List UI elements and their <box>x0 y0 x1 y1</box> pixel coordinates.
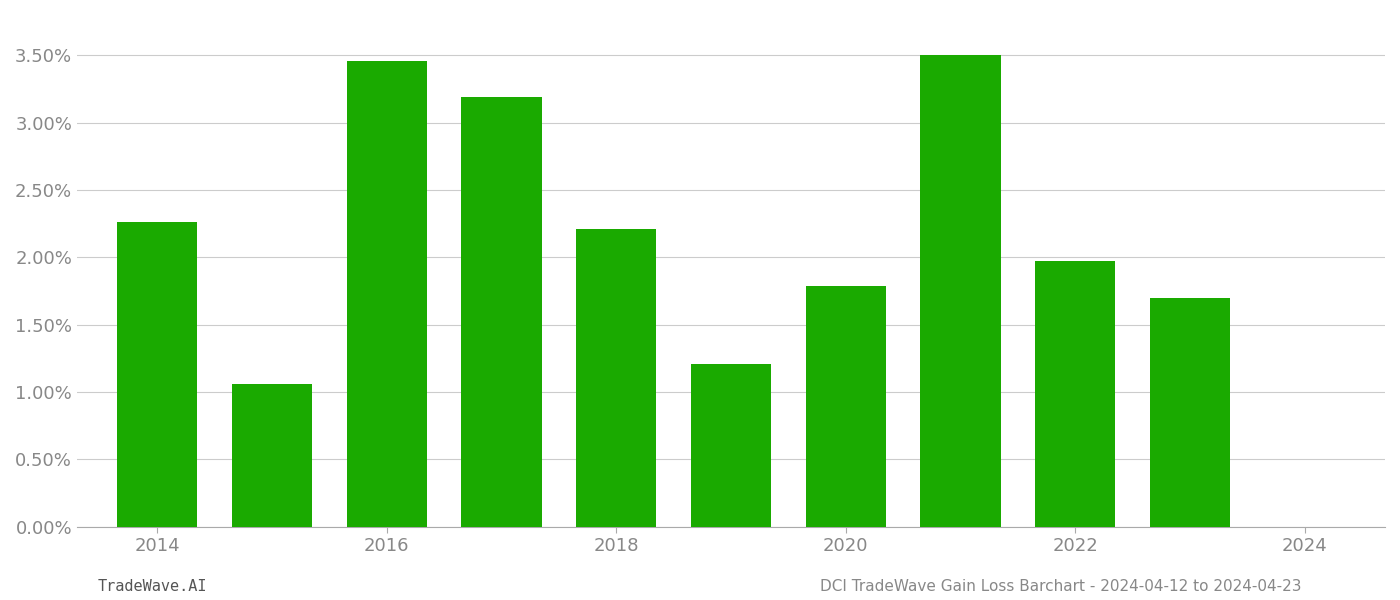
Bar <box>118 223 197 527</box>
Bar <box>462 97 542 527</box>
Bar <box>1035 262 1116 527</box>
Bar <box>690 364 771 527</box>
Bar <box>920 55 1001 527</box>
Bar <box>347 61 427 527</box>
Bar <box>232 384 312 527</box>
Bar <box>805 286 886 527</box>
Bar <box>575 229 657 527</box>
Text: TradeWave.AI: TradeWave.AI <box>98 579 207 594</box>
Bar <box>1149 298 1231 527</box>
Text: DCI TradeWave Gain Loss Barchart - 2024-04-12 to 2024-04-23: DCI TradeWave Gain Loss Barchart - 2024-… <box>820 579 1302 594</box>
